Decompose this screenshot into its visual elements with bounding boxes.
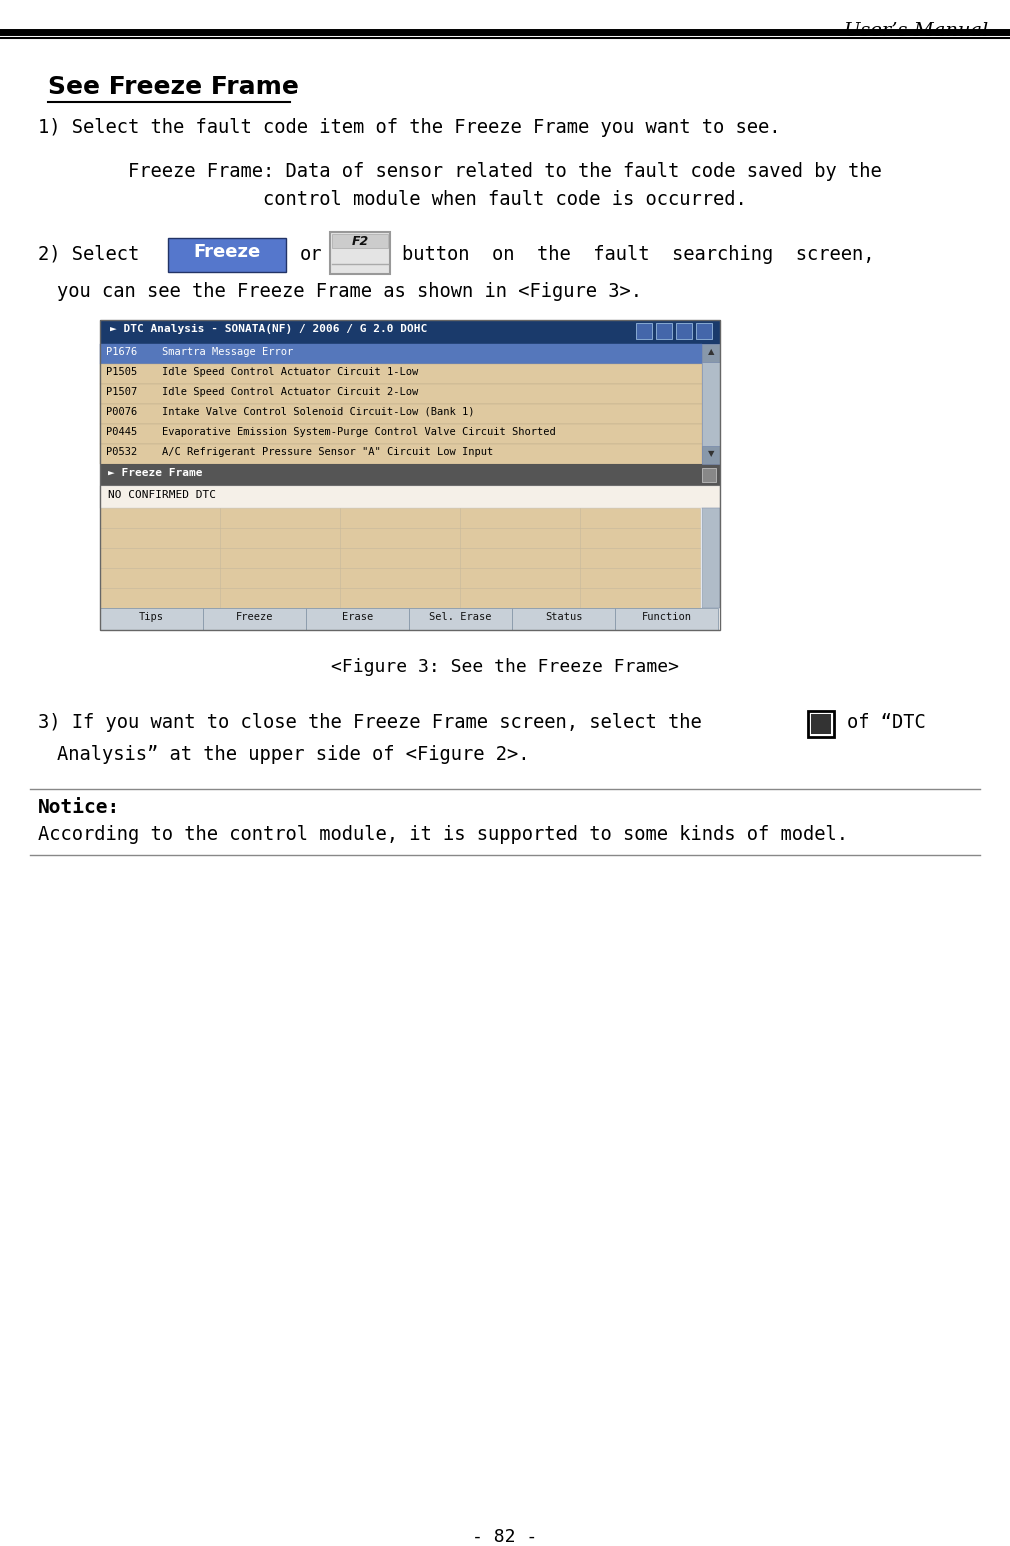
- Text: Tips: Tips: [139, 612, 164, 621]
- Bar: [100, 363, 702, 383]
- Text: Erase: Erase: [341, 612, 373, 621]
- Text: A/C Refrigerant Pressure Sensor "A" Circuit Low Input: A/C Refrigerant Pressure Sensor "A" Circ…: [162, 447, 493, 458]
- Bar: [100, 567, 220, 587]
- Text: ► DTC Analysis - SONATA(NF) / 2006 / G 2.0 DOHC: ► DTC Analysis - SONATA(NF) / 2006 / G 2…: [110, 325, 427, 334]
- Bar: [100, 320, 720, 631]
- Text: Function: Function: [641, 612, 692, 621]
- Text: or: or: [300, 244, 322, 264]
- Bar: [100, 608, 203, 631]
- Bar: [100, 509, 220, 529]
- Bar: [100, 424, 702, 444]
- Text: of “DTC: of “DTC: [847, 713, 926, 731]
- Bar: [580, 509, 700, 529]
- Bar: [460, 509, 580, 529]
- Bar: [340, 567, 460, 587]
- Bar: [220, 587, 340, 608]
- Bar: [220, 547, 340, 567]
- Text: 1) Select the fault code item of the Freeze Frame you want to see.: 1) Select the fault code item of the Fre…: [38, 117, 781, 138]
- Bar: [306, 608, 409, 631]
- Bar: [580, 529, 700, 547]
- Bar: [580, 587, 700, 608]
- Bar: [203, 608, 306, 631]
- Bar: [340, 587, 460, 608]
- Bar: [330, 232, 390, 274]
- Text: 3) If you want to close the Freeze Frame screen, select the: 3) If you want to close the Freeze Frame…: [38, 713, 702, 731]
- Text: Smartra Message Error: Smartra Message Error: [162, 346, 293, 357]
- Bar: [656, 323, 672, 339]
- Bar: [340, 509, 460, 529]
- Bar: [460, 529, 580, 547]
- Text: According to the control module, it is supported to some kinds of model.: According to the control module, it is s…: [38, 826, 848, 844]
- Bar: [580, 547, 700, 567]
- Text: P1507: P1507: [106, 386, 137, 397]
- Bar: [100, 587, 220, 608]
- Bar: [460, 587, 580, 608]
- Text: Freeze: Freeze: [235, 612, 274, 621]
- Bar: [340, 547, 460, 567]
- Bar: [702, 468, 716, 482]
- Text: Idle Speed Control Actuator Circuit 1-Low: Idle Speed Control Actuator Circuit 1-Lo…: [162, 366, 418, 377]
- Text: NO CONFIRMED DTC: NO CONFIRMED DTC: [108, 490, 216, 499]
- Text: ▼: ▼: [708, 448, 714, 458]
- Text: Idle Speed Control Actuator Circuit 2-Low: Idle Speed Control Actuator Circuit 2-Lo…: [162, 386, 418, 397]
- Bar: [100, 464, 720, 485]
- Text: Notice:: Notice:: [38, 798, 120, 816]
- Text: <Figure 3: See the Freeze Frame>: <Figure 3: See the Freeze Frame>: [331, 659, 679, 676]
- Text: F2: F2: [351, 235, 369, 247]
- Text: - 82 -: - 82 -: [473, 1527, 537, 1546]
- Bar: [512, 608, 615, 631]
- Text: Freeze: Freeze: [193, 243, 261, 261]
- Bar: [332, 233, 388, 247]
- Bar: [615, 608, 718, 631]
- Text: ► Freeze Frame: ► Freeze Frame: [108, 468, 202, 478]
- Bar: [702, 345, 720, 362]
- Bar: [702, 345, 720, 464]
- Bar: [168, 238, 286, 272]
- Bar: [696, 323, 712, 339]
- Bar: [100, 529, 220, 547]
- Bar: [702, 445, 720, 464]
- Bar: [636, 323, 652, 339]
- Bar: [811, 714, 831, 734]
- Text: Sel. Erase: Sel. Erase: [429, 612, 492, 621]
- Text: Freeze Frame: Data of sensor related to the fault code saved by the: Freeze Frame: Data of sensor related to …: [128, 162, 882, 181]
- Bar: [409, 608, 512, 631]
- Text: P0076: P0076: [106, 407, 137, 417]
- Bar: [702, 509, 720, 608]
- Text: P1505: P1505: [106, 366, 137, 377]
- Bar: [220, 529, 340, 547]
- Bar: [220, 509, 340, 529]
- Text: button  on  the  fault  searching  screen,: button on the fault searching screen,: [402, 244, 875, 264]
- Text: P0445: P0445: [106, 427, 137, 438]
- Bar: [100, 547, 220, 567]
- Text: you can see the Freeze Frame as shown in <Figure 3>.: you can see the Freeze Frame as shown in…: [57, 281, 642, 301]
- Bar: [676, 323, 692, 339]
- Text: Status: Status: [544, 612, 582, 621]
- Text: P1676: P1676: [106, 346, 137, 357]
- Text: control module when fault code is occurred.: control module when fault code is occurr…: [264, 190, 746, 209]
- Text: See Freeze Frame: See Freeze Frame: [48, 76, 299, 99]
- Bar: [460, 567, 580, 587]
- Text: User’s Manual: User’s Manual: [843, 22, 988, 40]
- Bar: [100, 404, 702, 424]
- Bar: [460, 547, 580, 567]
- Text: P0532: P0532: [106, 447, 137, 458]
- Bar: [808, 711, 834, 737]
- Bar: [100, 444, 702, 464]
- Text: Intake Valve Control Solenoid Circuit-Low (Bank 1): Intake Valve Control Solenoid Circuit-Lo…: [162, 407, 475, 417]
- Text: ▲: ▲: [708, 346, 714, 356]
- Text: Evaporative Emission System-Purge Control Valve Circuit Shorted: Evaporative Emission System-Purge Contro…: [162, 427, 556, 438]
- Bar: [100, 485, 720, 509]
- Bar: [580, 567, 700, 587]
- Bar: [100, 345, 702, 363]
- Bar: [100, 320, 720, 345]
- Text: Analysis” at the upper side of <Figure 2>.: Analysis” at the upper side of <Figure 2…: [57, 745, 529, 764]
- Bar: [220, 567, 340, 587]
- Bar: [100, 383, 702, 404]
- Bar: [340, 529, 460, 547]
- Text: 2) Select: 2) Select: [38, 244, 139, 264]
